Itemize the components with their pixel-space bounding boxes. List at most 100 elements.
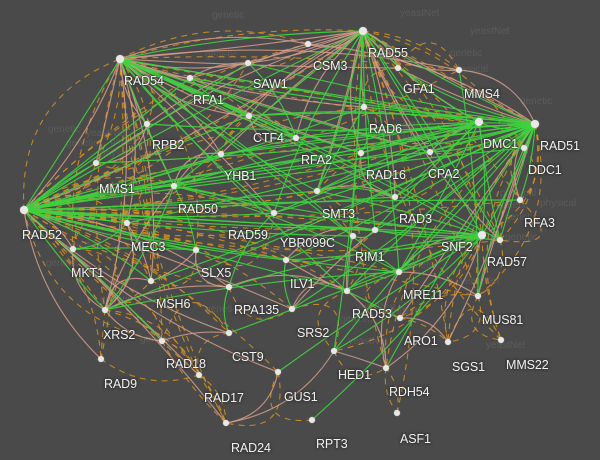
network-edge [285, 229, 376, 263]
network-edge [119, 58, 297, 139]
network-edge [23, 58, 121, 211]
network-edge [104, 185, 175, 311]
node-dot-icon[interactable] [245, 60, 251, 66]
node-dot-icon[interactable] [193, 247, 199, 253]
network-edge [23, 209, 163, 342]
node-dot-icon[interactable] [521, 145, 527, 151]
network-edge [447, 308, 502, 343]
node-dot-icon[interactable] [159, 338, 165, 344]
node-dot-icon[interactable] [497, 237, 503, 243]
edge-group-yeastnet [23, 30, 536, 421]
network-edge [316, 106, 365, 192]
network-edge [374, 123, 536, 231]
network-edge [119, 58, 431, 153]
node-dot-icon[interactable] [394, 410, 400, 416]
network-edge [119, 30, 364, 60]
network-edge [146, 123, 536, 131]
network-edge [23, 209, 479, 297]
node-dot-icon[interactable] [456, 67, 462, 73]
network-edge [477, 123, 536, 297]
network-edge [104, 271, 400, 311]
node-dot-icon[interactable] [70, 246, 76, 252]
node-dot-icon[interactable] [226, 284, 232, 290]
node-dot-icon[interactable] [187, 75, 193, 81]
node-dot-icon[interactable] [314, 188, 320, 194]
node-dot-icon[interactable] [283, 257, 289, 263]
node-dot-icon[interactable] [397, 315, 403, 321]
node-dot-icon[interactable] [331, 348, 337, 354]
node-dot-icon[interactable] [305, 41, 311, 47]
network-edge [23, 196, 396, 211]
network-edge [173, 30, 364, 187]
node-dot-icon[interactable] [93, 160, 99, 166]
node-dot-icon[interactable] [478, 231, 486, 239]
network-edge [384, 367, 398, 414]
network-edge [126, 123, 536, 224]
node-dot-icon[interactable] [246, 113, 252, 119]
node-dot-icon[interactable] [271, 210, 277, 216]
network-edge [362, 30, 414, 414]
node-dot-icon[interactable] [350, 233, 356, 239]
node-dot-icon[interactable] [293, 135, 299, 141]
node-dot-icon[interactable] [531, 120, 539, 128]
network-edge [385, 367, 399, 414]
network-edge [119, 30, 364, 60]
network-edge [23, 30, 364, 211]
node-dot-icon[interactable] [124, 220, 130, 226]
node-dot-icon[interactable] [395, 65, 401, 71]
network-edge [119, 58, 400, 273]
node-dot-icon[interactable] [102, 307, 108, 313]
node-dot-icon[interactable] [392, 194, 398, 200]
network-edge [273, 30, 364, 214]
node-dot-icon[interactable] [359, 27, 367, 35]
node-dot-icon[interactable] [383, 365, 389, 371]
node-dot-icon[interactable] [98, 356, 104, 362]
node-dot-icon[interactable] [218, 151, 224, 157]
network-edge [95, 30, 364, 164]
node-dot-icon[interactable] [20, 206, 28, 214]
node-dot-icon[interactable] [396, 269, 402, 275]
node-dot-icon[interactable] [475, 293, 481, 299]
node-dot-icon[interactable] [171, 183, 177, 189]
node-dot-icon[interactable] [309, 417, 315, 423]
network-edge [270, 371, 313, 422]
network-edge [119, 30, 309, 60]
node-dot-icon[interactable] [372, 227, 378, 233]
node-dot-icon[interactable] [116, 55, 124, 63]
node-dot-icon[interactable] [498, 337, 504, 343]
node-dot-icon[interactable] [427, 149, 433, 155]
node-dot-icon[interactable] [358, 150, 364, 156]
node-dot-icon[interactable] [275, 369, 281, 375]
node-dot-icon[interactable] [223, 420, 229, 426]
node-dot-icon[interactable] [361, 104, 367, 110]
network-edge [100, 309, 106, 360]
network-edge [119, 58, 431, 153]
network-edge [316, 190, 363, 292]
node-dot-icon[interactable] [475, 118, 483, 126]
network-edge [519, 123, 536, 201]
network-edge [23, 209, 106, 311]
network-edge [362, 30, 501, 241]
network-edge [173, 123, 536, 187]
node-dot-icon[interactable] [517, 197, 523, 203]
node-dot-icon[interactable] [196, 372, 202, 378]
network-edge [285, 234, 483, 261]
network-edge [119, 36, 309, 60]
node-dot-icon[interactable] [344, 288, 350, 294]
network-edge [360, 121, 480, 154]
network-edge [398, 123, 536, 273]
network-edge [198, 374, 227, 424]
node-dot-icon[interactable] [289, 306, 295, 312]
node-dot-icon[interactable] [226, 330, 232, 336]
node-dot-icon[interactable] [148, 278, 154, 284]
network-edge [23, 209, 200, 376]
network-edge [225, 350, 335, 424]
network-edge [71, 58, 121, 250]
network-edge [481, 234, 502, 341]
node-dot-icon[interactable] [445, 339, 451, 345]
network-edge [333, 350, 387, 377]
node-dot-icon[interactable] [144, 121, 150, 127]
network-edge [374, 229, 483, 238]
network-edge [362, 30, 400, 273]
